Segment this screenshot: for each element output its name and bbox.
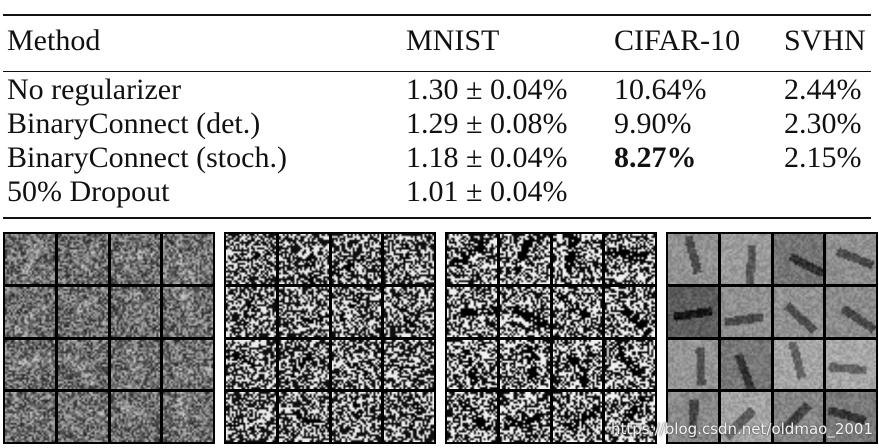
filter-tile [110, 234, 161, 284]
filter-tile [720, 286, 771, 337]
row-cifar10: 10.64% [614, 73, 707, 106]
filter-tile [773, 234, 824, 284]
filter-tile [447, 392, 497, 442]
filter-tile [163, 234, 213, 284]
filter-tile [605, 339, 655, 390]
filter-tile [110, 392, 161, 442]
row-method: BinaryConnect (det.) [7, 107, 261, 140]
header-svhn: SVHN [784, 24, 866, 57]
filter-tile [773, 339, 824, 390]
filter-tile [278, 286, 329, 337]
filter-tile [226, 392, 276, 442]
filter-tile [552, 392, 603, 442]
filter-tile [384, 286, 434, 337]
filter-tile [720, 339, 771, 390]
filter-tile [552, 234, 603, 284]
filter-tile [826, 339, 876, 390]
filter-tile [499, 392, 550, 442]
filter-tile [499, 286, 550, 337]
filter-tile [331, 234, 382, 284]
filter-tile [5, 286, 55, 337]
filter-tile [57, 392, 108, 442]
filter-tile [499, 234, 550, 284]
filter-tile [499, 339, 550, 390]
filter-tile [668, 339, 718, 390]
filter-tile [278, 339, 329, 390]
row-mnist: 1.30 ± 0.04% [406, 73, 568, 106]
filter-tile [163, 286, 213, 337]
filter-tile [447, 286, 497, 337]
filter-tile [384, 234, 434, 284]
filter-tile [447, 339, 497, 390]
filter-tile [773, 286, 824, 337]
row-method: No regularizer [7, 73, 182, 106]
filter-tile [773, 392, 824, 442]
filter-tile [384, 392, 434, 442]
row-svhn: 2.15% [784, 141, 862, 174]
filter-visualizations: https://blog.csdn.net/oldmao_2001 [0, 232, 879, 444]
filter-tile [720, 392, 771, 442]
filter-tile [163, 339, 213, 390]
filter-tile [447, 234, 497, 284]
watermark: https://blog.csdn.net/oldmao_2001 [611, 420, 873, 438]
filter-tile [552, 286, 603, 337]
filter-tile [5, 339, 55, 390]
filter-panel-no-regularizer [3, 232, 215, 444]
row-mnist: 1.18 ± 0.04% [406, 141, 568, 174]
results-table: Method MNIST CIFAR-10 SVHN No regularize… [3, 14, 871, 219]
filter-tile [226, 234, 276, 284]
filter-tile [384, 339, 434, 390]
row-method: BinaryConnect (stoch.) [7, 141, 287, 174]
filter-tile [605, 392, 655, 442]
filter-tile [226, 339, 276, 390]
filter-tile [278, 392, 329, 442]
filter-tile [110, 286, 161, 337]
filter-tile [668, 392, 718, 442]
filter-tile [826, 234, 876, 284]
filter-tile [331, 286, 382, 337]
filter-tile [826, 286, 876, 337]
filter-tile [331, 392, 382, 442]
filter-tile [5, 392, 55, 442]
header-mnist: MNIST [406, 24, 500, 57]
filter-panel-stochastic [445, 232, 657, 444]
filter-tile [605, 234, 655, 284]
row-mnist: 1.29 ± 0.08% [406, 107, 568, 140]
row-svhn: 2.44% [784, 73, 862, 106]
header-cifar10: CIFAR-10 [614, 24, 741, 57]
filter-tile [57, 234, 108, 284]
filter-tile [57, 286, 108, 337]
row-svhn: 2.30% [784, 107, 862, 140]
row-method: 50% Dropout [7, 175, 170, 208]
filter-tile [110, 339, 161, 390]
filter-tile [163, 392, 213, 442]
row-cifar10: 9.90% [614, 107, 692, 140]
filter-tile [5, 234, 55, 284]
filter-tile [226, 286, 276, 337]
filter-tile [57, 339, 108, 390]
header-method: Method [7, 24, 101, 57]
filter-tile [331, 339, 382, 390]
filter-panel-dropout [666, 232, 878, 444]
filter-tile [720, 234, 771, 284]
row-mnist: 1.01 ± 0.04% [406, 175, 568, 208]
filter-panel-deterministic [224, 232, 436, 444]
table-header-row: Method MNIST CIFAR-10 SVHN [3, 16, 871, 72]
filter-tile [552, 339, 603, 390]
filter-tile [668, 286, 718, 337]
filter-tile [826, 392, 876, 442]
row-cifar10-best: 8.27% [614, 141, 697, 174]
filter-tile [605, 286, 655, 337]
filter-tile [278, 234, 329, 284]
filter-tile [668, 234, 718, 284]
